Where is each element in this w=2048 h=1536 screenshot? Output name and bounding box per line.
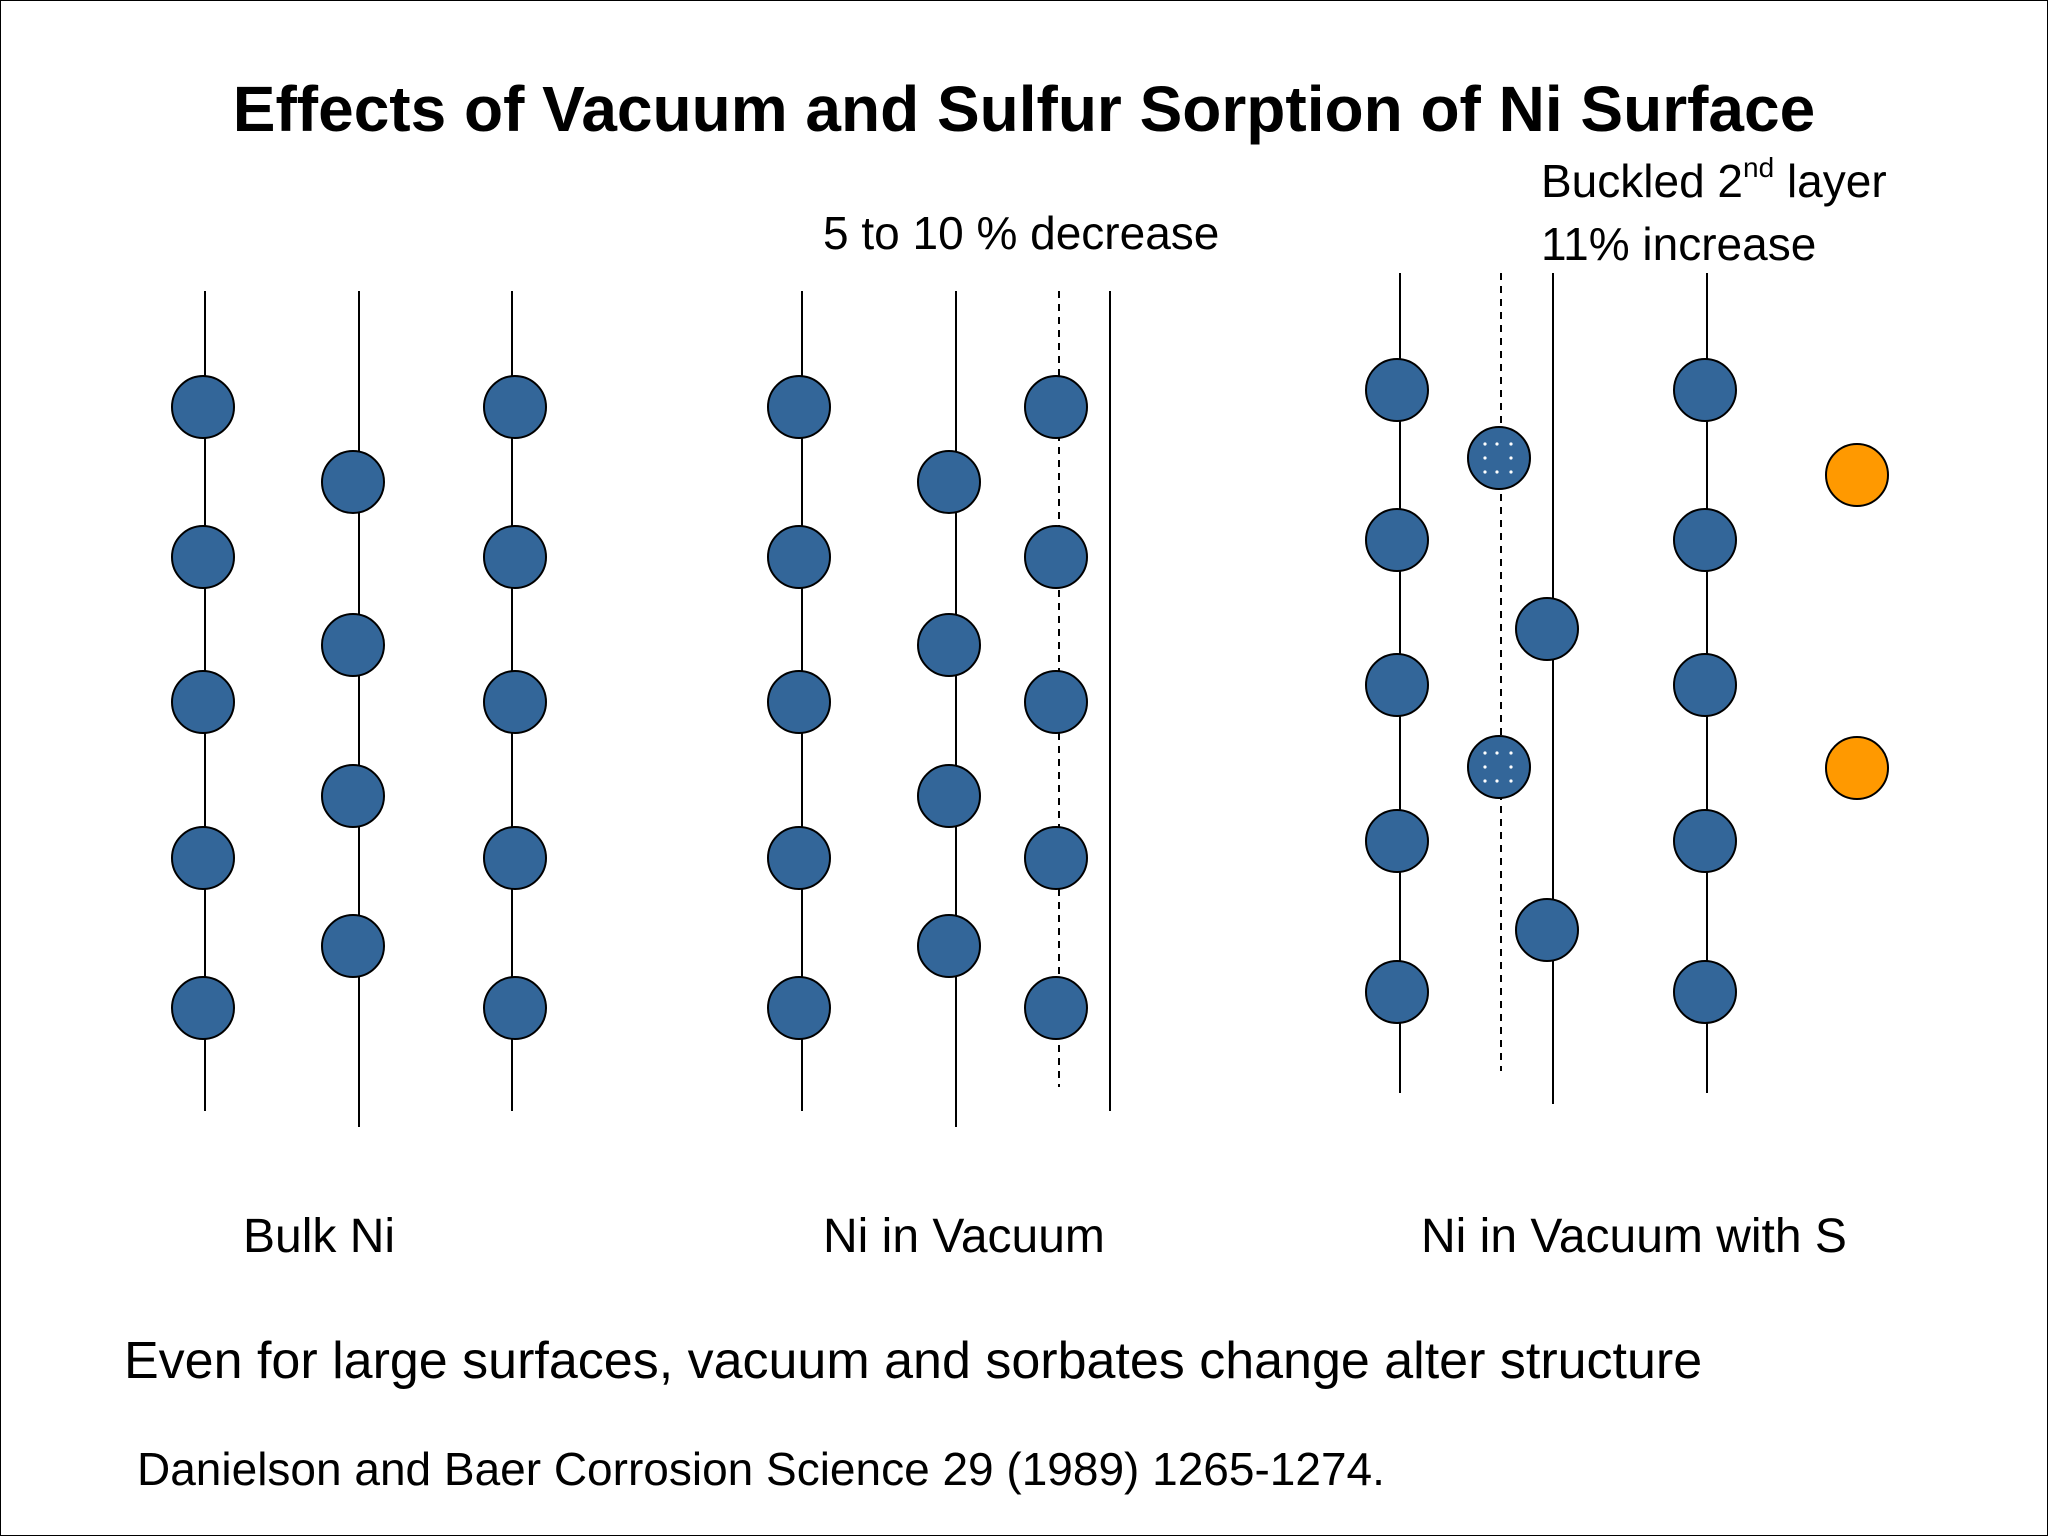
ni-atom [1024,976,1088,1040]
ni-atom [321,450,385,514]
ni-atom [767,525,831,589]
ni-atom [483,525,547,589]
sulfur-atoms [1825,443,1889,800]
ni-atom [1024,525,1088,589]
ghost-dots [1483,751,1513,783]
ni-atom [1365,960,1429,1024]
ni-atom [1673,358,1737,422]
buckled-ni-atom [1467,735,1531,799]
ni-atom [483,826,547,890]
ni-atom [171,826,235,890]
buckled-prefix: Buckled 2 [1541,155,1744,207]
ni-atom [1365,508,1429,572]
ni-atom [483,670,547,734]
ni-atom [1024,375,1088,439]
ni-atom [171,375,235,439]
ni-atom [767,375,831,439]
ni-atom [917,914,981,978]
ni-atom [171,976,235,1040]
buckled-ni-atoms [1467,426,1531,799]
ni-atom [171,670,235,734]
increase-note: 11% increase [1541,218,1817,270]
reference-citation: Danielson and Baer Corrosion Science 29 … [137,1443,1385,1495]
ni-atom [321,613,385,677]
buckled-superscript: nd [1743,152,1775,183]
panel-ni-vacuum-sulfur [1365,273,1889,1104]
ni-atom [321,764,385,828]
ni-atom [171,525,235,589]
ni-atoms [1365,358,1737,1024]
panel-ni-vacuum [767,291,1111,1127]
ni-atom [1515,597,1579,661]
panel-label-bulk-ni: Bulk Ni [243,1210,396,1263]
ni-atoms [767,375,1088,1040]
ni-atom [321,914,385,978]
ni-atom [1673,508,1737,572]
ni-atom [1365,653,1429,717]
ni-atom [1673,653,1737,717]
ni-atom [917,450,981,514]
panel-bulk-ni [171,291,547,1127]
ni-atom [1673,809,1737,873]
ni-atom [1673,960,1737,1024]
ni-atom [917,764,981,828]
page-title: Effects of Vacuum and Sulfur Sorption of… [232,73,1816,145]
sulfur-atom [1825,443,1889,507]
ni-atom [1365,809,1429,873]
vacuum-change-note: 5 to 10 % decrease [823,207,1220,259]
panel-label-ni-vacuum: Ni in Vacuum [823,1210,1105,1263]
buckled-layer-note: Buckled 2nd layer [1541,154,1887,207]
ni-atom [767,826,831,890]
ghost-dots [1483,442,1513,474]
ni-atom [767,670,831,734]
ni-atom [483,375,547,439]
panel-label-ni-vacuum-sulfur: Ni in Vacuum with S [1421,1210,1847,1263]
buckled-suffix: layer [1774,155,1887,207]
ni-atom [917,613,981,677]
ni-atom [1024,826,1088,890]
conclusion-text: Even for large surfaces, vacuum and sorb… [124,1332,1703,1390]
ni-atom [767,976,831,1040]
ni-atom [1024,670,1088,734]
ni-atoms [171,375,547,1040]
ni-atom [1365,358,1429,422]
sulfur-atom [1825,736,1889,800]
ni-atom [1515,898,1579,962]
ni-atom [483,976,547,1040]
buckled-ni-atom [1467,426,1531,490]
